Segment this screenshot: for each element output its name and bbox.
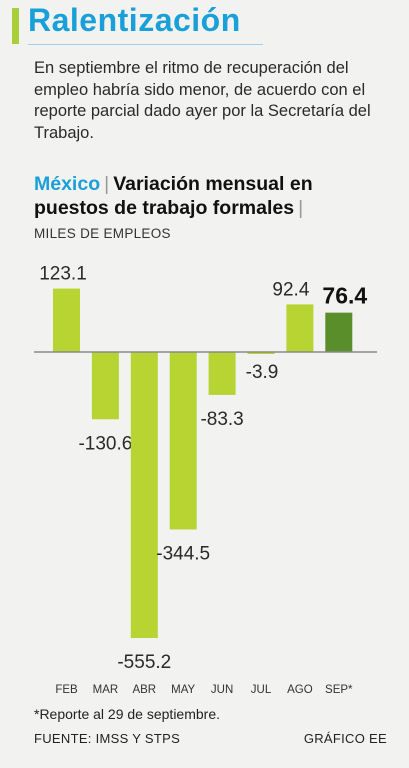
bar-feb	[53, 288, 80, 352]
category-label: ABR	[132, 684, 156, 696]
category-label: MAR	[93, 684, 119, 696]
source-note: FUENTE: IMSS Y STPS	[34, 731, 181, 746]
heading-separator-end: |	[298, 197, 304, 219]
title-underline	[28, 44, 263, 45]
footnote: *Reporte al 29 de septiembre.	[34, 706, 220, 722]
bar-chart: 123.1 FEB -130.6 MAR -555.2 ABR -344.5 MAY -83.3…	[34, 264, 377, 696]
heading-separator: |	[104, 173, 110, 195]
bar-may	[169, 352, 197, 530]
chart-title: Variación mensual en puestos de trabajo …	[34, 173, 313, 219]
data-label: -555.2	[117, 652, 171, 673]
data-label: 76.4	[322, 283, 367, 309]
bar-jul	[247, 352, 275, 355]
data-label: -3.9	[246, 362, 279, 383]
data-label: -130.6	[78, 433, 132, 454]
category-label: FEB	[55, 684, 78, 696]
data-label: 92.4	[272, 279, 309, 300]
data-label: -83.3	[200, 409, 243, 430]
chart-heading: México | Variación mensual en puestos de t…	[34, 172, 384, 220]
category-label: MAY	[171, 684, 195, 696]
category-label: SEP*	[325, 684, 353, 696]
category-label: JUN	[211, 684, 233, 696]
chart-country: México	[34, 173, 101, 195]
bar-mar	[91, 352, 119, 420]
chart-units: MILES DE EMPLEOS	[34, 226, 171, 241]
bar-abr	[130, 352, 158, 638]
subtitle: En septiembre el ritmo de recuperación d…	[34, 59, 371, 142]
bar-sep	[325, 312, 353, 352]
graphic-credit: GRÁFICO EE	[303, 731, 387, 746]
page-title: Ralentización	[28, 2, 241, 38]
data-label: -344.5	[156, 543, 210, 564]
bar-ago	[286, 304, 314, 352]
category-label: AGO	[287, 684, 313, 696]
bar-jun	[208, 352, 236, 395]
data-label: 123.1	[39, 264, 87, 285]
category-label: JUL	[251, 684, 272, 696]
title-accent-bar	[12, 8, 19, 44]
